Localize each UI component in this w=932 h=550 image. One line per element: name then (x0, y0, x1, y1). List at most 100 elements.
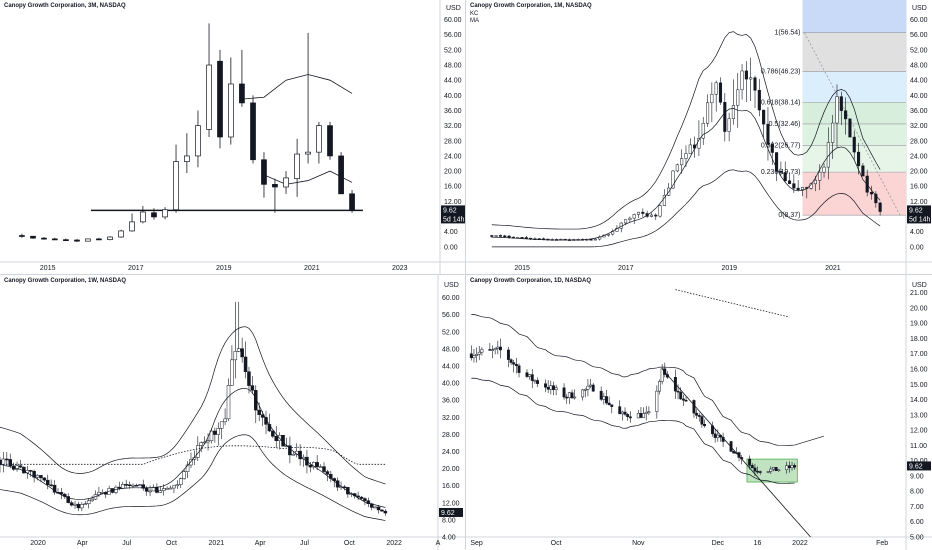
candle (658, 381, 661, 392)
candle (216, 428, 221, 435)
y-tick-label: 32.00 (910, 123, 928, 130)
x-tick-label: 2023 (392, 265, 408, 272)
chart-3m[interactable]: USD 60.00 56.00 52.00 48.00 44.00 40.00 36.00 32… (0, 0, 465, 274)
candle (636, 413, 640, 419)
candle (562, 387, 566, 398)
candle (165, 488, 169, 490)
candle (124, 484, 128, 486)
candle (158, 490, 163, 493)
candle (649, 214, 654, 217)
candle (861, 165, 865, 177)
candle (857, 151, 861, 167)
candle (644, 411, 648, 414)
pane-1m[interactable]: USD 60.00 56.00 52.00 48.00 44.00 40.00 36.00 32… (466, 0, 932, 274)
candle (8, 459, 12, 467)
candle (684, 153, 688, 159)
y-tick-label: 12.00 (444, 199, 462, 206)
currency-label: USD (912, 5, 927, 12)
candle (283, 177, 289, 188)
countdown-label: 5d 14h (443, 216, 465, 223)
x-tick-label: 2021 (825, 265, 841, 272)
candle (383, 510, 388, 514)
candle (593, 238, 597, 241)
fib-zone (802, 71, 906, 103)
pane-1d[interactable]: USD 21.00 20.00 19.00 18.00 17.00 16.00 15.00 14… (466, 275, 932, 550)
candle (349, 193, 355, 211)
pane-3m[interactable]: USD 60.00 56.00 52.00 48.00 44.00 40.00 36.00 32… (0, 0, 465, 274)
candle (291, 453, 296, 456)
candle (695, 412, 699, 416)
chart-1w[interactable]: USD 60.00 56.00 52.00 48.00 44.00 40.00 36.00 32… (0, 275, 465, 550)
fib-level-label: 0.5(32.46) (769, 121, 801, 128)
candle (692, 400, 696, 414)
candle (305, 151, 311, 155)
candle (144, 488, 149, 492)
fib-level-label: 0.786(46.23) (761, 69, 801, 76)
candle (701, 123, 705, 139)
candle (536, 380, 540, 384)
candle (155, 486, 159, 493)
y-tick-label: 0.00 (444, 244, 458, 251)
candle (213, 430, 217, 435)
y-tick-label: 5.00 (910, 535, 924, 542)
y-tick-label: 20.00 (910, 305, 928, 312)
candle (366, 500, 371, 505)
candle (199, 442, 203, 446)
candle (681, 398, 685, 401)
candle (716, 434, 720, 438)
x-tick-label: 2022 (792, 540, 808, 547)
candle (785, 465, 789, 471)
candle (151, 212, 157, 218)
chart-1m[interactable]: USD 60.00 56.00 52.00 48.00 44.00 40.00 36.00 32… (466, 0, 932, 274)
candle (748, 458, 752, 466)
candle (675, 164, 679, 172)
fib-level-label: 1(56.54) (774, 30, 800, 37)
candle (813, 179, 817, 185)
y-tick-label: 12.00 (910, 199, 928, 206)
candle (239, 83, 245, 104)
candle (607, 402, 611, 405)
y-tick-label: 8.00 (910, 489, 924, 496)
candle (1, 458, 6, 465)
candle (623, 411, 627, 415)
candle (45, 479, 50, 486)
horizontal-divider[interactable] (0, 274, 932, 275)
candle (753, 467, 757, 472)
vertical-divider[interactable] (465, 0, 466, 550)
candle (700, 416, 704, 425)
candle (121, 484, 125, 489)
candle (80, 504, 84, 509)
candle (774, 467, 778, 471)
candle (380, 509, 384, 512)
indicator-kc-label[interactable]: KC (470, 11, 479, 17)
candle (628, 416, 632, 419)
candle (49, 484, 53, 487)
candle (549, 385, 553, 390)
x-tick-label: Apr (77, 540, 89, 547)
x-tick-label: Oct (344, 540, 355, 547)
x-tick-label: Jul (300, 540, 309, 547)
x-tick-label: Oct (166, 540, 177, 547)
y-tick-label: 16.00 (444, 184, 462, 191)
candle (679, 391, 683, 400)
indicator-ma-label[interactable]: MA (470, 18, 479, 24)
candle (332, 478, 336, 481)
candle (230, 359, 234, 386)
candle (818, 171, 822, 181)
y-tick-label: 36.00 (444, 108, 462, 115)
price-label: 9.62 (443, 207, 457, 214)
y-tick-label: 9.00 (910, 473, 924, 480)
candle (610, 404, 614, 407)
pane-1w[interactable]: USD 60.00 56.00 52.00 48.00 44.00 40.00 36.00 32… (0, 275, 465, 550)
candle (570, 392, 574, 399)
candle (315, 462, 319, 467)
candle (749, 77, 753, 80)
candle (517, 365, 521, 373)
candle (796, 187, 800, 190)
candle (697, 415, 701, 417)
candle (264, 417, 268, 425)
candle (499, 346, 502, 351)
candle (373, 506, 377, 509)
candle (243, 356, 248, 372)
